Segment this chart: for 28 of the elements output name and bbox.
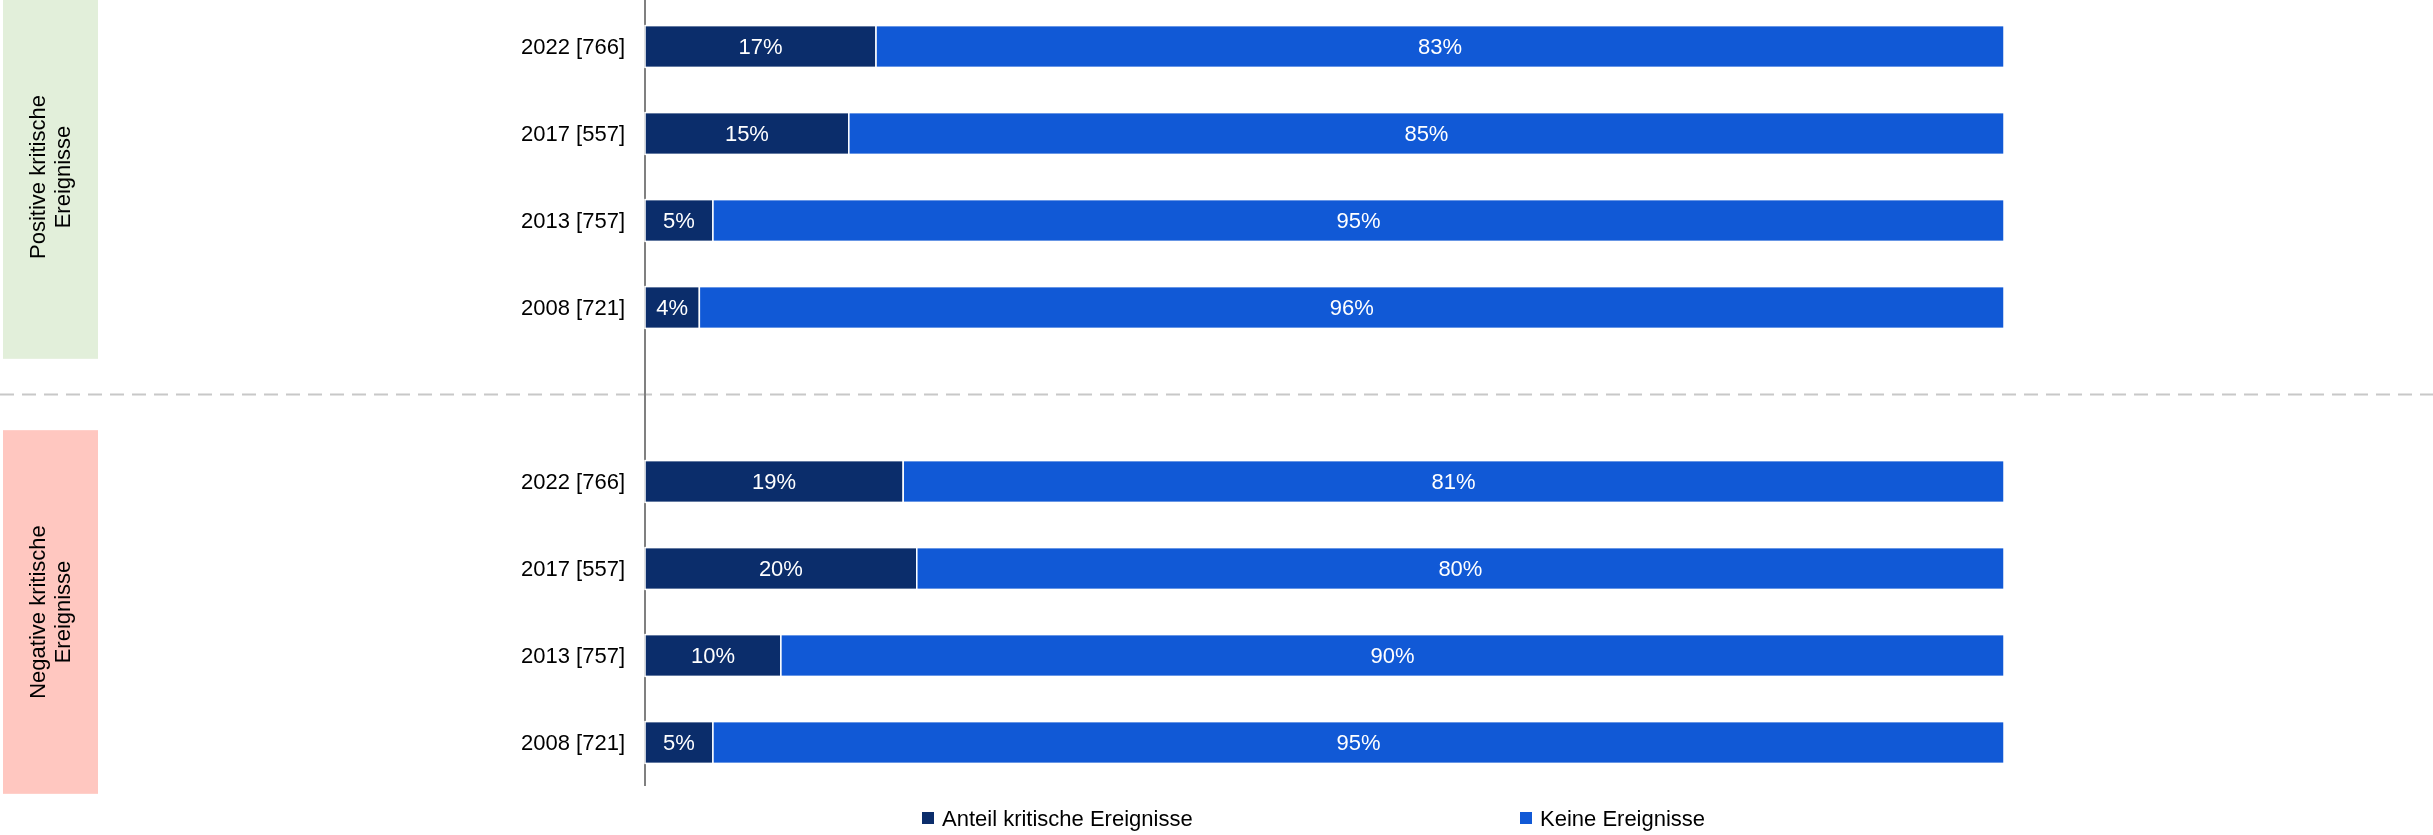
data-label: 5%: [663, 208, 695, 234]
y-tick-label: 2008 [721]: [521, 295, 625, 321]
data-label: 17%: [738, 34, 783, 60]
y-tick-label: 2008 [721]: [521, 730, 625, 756]
data-label: 10%: [690, 643, 735, 669]
data-label: 85%: [1404, 121, 1449, 147]
legend-label: Keine Ereignisse: [1540, 805, 1706, 831]
data-label: 19%: [752, 469, 797, 495]
data-label: 90%: [1370, 643, 1415, 669]
data-label: 83%: [1417, 34, 1463, 60]
data-label: 80%: [1438, 556, 1483, 582]
legend-label: Anteil kritische Ereignisse: [942, 805, 1193, 831]
data-label: 4%: [656, 295, 689, 321]
data-label: 5%: [663, 730, 695, 756]
y-tick-label: 2022 [766]: [521, 34, 625, 60]
text: Negative kritische Ereignisse: [25, 525, 76, 699]
y-tick-label: 2017 [557]: [521, 556, 625, 582]
data-label: 81%: [1431, 469, 1476, 495]
data-label: 15%: [724, 121, 769, 147]
y-tick-label: 2022 [766]: [521, 469, 625, 495]
text: Positive kritische Ereignisse: [25, 95, 76, 259]
y-tick-label: 2013 [757]: [521, 643, 625, 669]
data-label: 20%: [758, 556, 803, 582]
y-tick-label: 2013 [757]: [521, 208, 625, 234]
y-tick-label: 2017 [557]: [521, 121, 625, 147]
data-label: 96%: [1329, 295, 1374, 321]
data-label: 95%: [1336, 730, 1381, 756]
data-label: 95%: [1336, 208, 1381, 234]
